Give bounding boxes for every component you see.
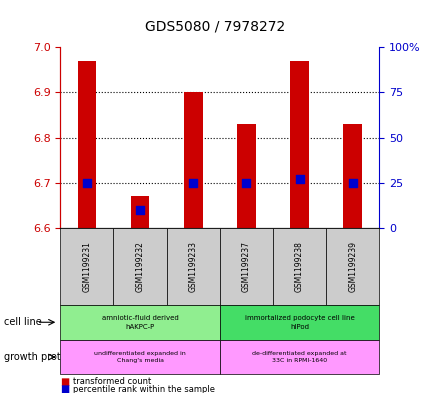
Text: GSM1199233: GSM1199233	[188, 241, 197, 292]
Text: GSM1199239: GSM1199239	[347, 241, 356, 292]
Text: GSM1199231: GSM1199231	[82, 241, 91, 292]
Bar	[184, 92, 202, 228]
Bar	[130, 196, 149, 228]
Text: GSM1199232: GSM1199232	[135, 241, 144, 292]
Bar	[77, 61, 96, 228]
Point	[295, 176, 302, 182]
Text: amniotic-fluid derived
hAKPC-P: amniotic-fluid derived hAKPC-P	[101, 315, 178, 329]
Bar	[343, 124, 361, 228]
Text: GSM1199237: GSM1199237	[241, 241, 250, 292]
Bar	[237, 124, 255, 228]
Text: de-differentiated expanded at
33C in RPMI-1640: de-differentiated expanded at 33C in RPM…	[252, 351, 346, 363]
Point	[348, 180, 355, 186]
Text: percentile rank within the sample: percentile rank within the sample	[73, 385, 215, 393]
Point	[136, 207, 143, 213]
Text: undifferentiated expanded in
Chang's media: undifferentiated expanded in Chang's med…	[94, 351, 185, 363]
Text: immortalized podocyte cell line
hIPod: immortalized podocyte cell line hIPod	[244, 315, 353, 329]
Bar	[289, 61, 308, 228]
Text: growth protocol: growth protocol	[4, 352, 81, 362]
Text: transformed count: transformed count	[73, 378, 151, 386]
Text: cell line: cell line	[4, 317, 42, 327]
Text: GDS5080 / 7978272: GDS5080 / 7978272	[145, 20, 285, 34]
Point	[83, 180, 90, 186]
Text: GSM1199238: GSM1199238	[295, 241, 303, 292]
Point	[189, 180, 196, 186]
Point	[243, 180, 249, 186]
Text: ■: ■	[60, 384, 69, 393]
Text: ■: ■	[60, 377, 69, 387]
